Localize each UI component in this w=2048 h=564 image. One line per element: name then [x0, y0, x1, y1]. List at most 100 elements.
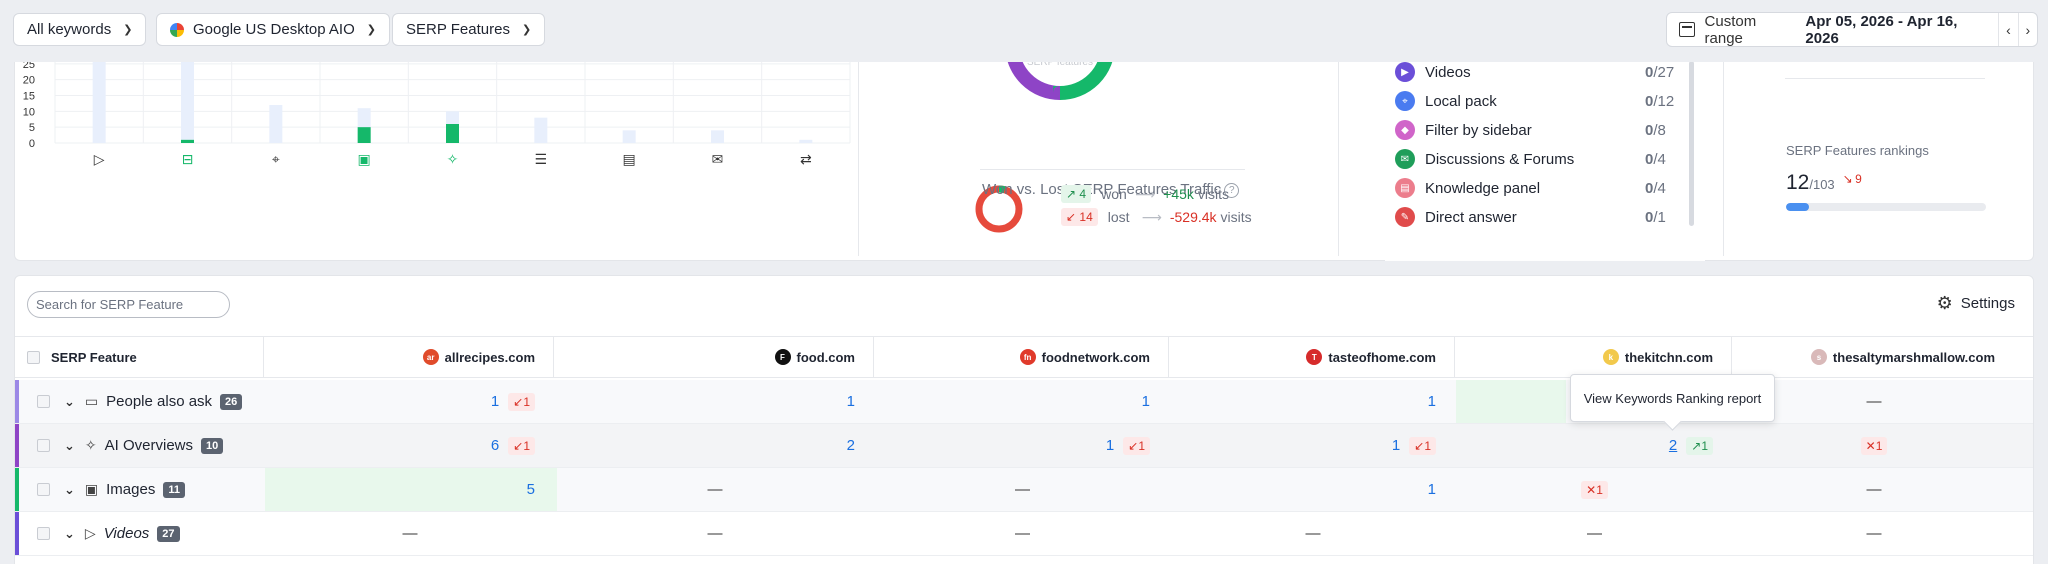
- keywords-filter-dropdown[interactable]: All keywords ❯: [13, 13, 147, 46]
- header-domain-thekitchn-com[interactable]: k thekitchn.com: [1456, 337, 1733, 377]
- domain-favicon-icon: T: [1306, 349, 1323, 365]
- feature-count-badge: 27: [157, 525, 180, 542]
- feature-icon: ▶: [1395, 62, 1415, 82]
- position-link[interactable]: 5: [526, 481, 535, 498]
- column-divider: [873, 337, 874, 377]
- divider: [1785, 78, 1985, 79]
- chevron-down-icon[interactable]: ⌄: [64, 393, 75, 409]
- prev-range-button[interactable]: ‹: [1998, 13, 2017, 46]
- search-engine-dropdown[interactable]: Google US Desktop AIO ❯: [156, 13, 390, 46]
- table-cell: —: [1170, 512, 1456, 555]
- empty-value-dash: —: [1015, 481, 1030, 498]
- position-link[interactable]: 1: [846, 393, 855, 410]
- bar-total-filter-by-sidebar: [534, 117, 548, 143]
- domain-favicon-icon: fn: [1019, 349, 1036, 365]
- bar-total-discussions-forums: [711, 130, 724, 143]
- position-change-value: 1: [1138, 438, 1145, 453]
- feature-list-item[interactable]: ✉ Discussions & Forums 0/4: [1395, 148, 1685, 170]
- bar-total-people-also-ask: [181, 60, 194, 143]
- header-domain-foodnetwork-com[interactable]: fn foodnetwork.com: [875, 337, 1170, 377]
- position-link[interactable]: 2: [1668, 437, 1678, 454]
- position-change-value: 1: [1596, 482, 1603, 497]
- x-axis-feature-icon: ⇄: [800, 152, 812, 168]
- table-cell: —: [1456, 512, 1733, 555]
- filter-bar: All keywords ❯ Google US Desktop AIO ❯ S…: [0, 0, 2048, 62]
- chevron-down-icon[interactable]: ⌄: [64, 525, 75, 541]
- row-checkbox[interactable]: [37, 395, 50, 408]
- position-link[interactable]: 1: [1105, 437, 1115, 454]
- header-domain-allrecipes-com[interactable]: ar allrecipes.com: [265, 337, 555, 377]
- chevron-down-icon: ❯: [366, 24, 376, 36]
- position-change-badge: ↙ 1: [508, 436, 535, 455]
- feature-list-item[interactable]: ✎ Direct answer 0/1: [1395, 206, 1685, 228]
- row-feature-name: ⌄ ▣ Images 11: [37, 468, 185, 511]
- keywords-filter-label: All keywords: [27, 21, 112, 38]
- x-axis-feature-icon: ▤: [623, 152, 636, 168]
- feature-name: Discussions & Forums: [1425, 150, 1575, 168]
- position-change-badge: ✕ 1: [1860, 436, 1888, 455]
- visits-label: visits: [1220, 209, 1252, 225]
- y-tick-label: 10: [23, 106, 35, 118]
- divider: [858, 61, 859, 256]
- header-serp-feature[interactable]: SERP Feature: [51, 349, 137, 365]
- row-feature-name: ⌄ ✧ AI Overviews 10: [37, 424, 224, 467]
- feature-list-item[interactable]: ⌖ Local pack 0/12: [1395, 90, 1685, 112]
- y-tick-label: 20: [23, 75, 35, 87]
- settings-button[interactable]: ⚙ Settings: [1937, 293, 2015, 314]
- column-divider: [553, 337, 554, 377]
- header-domain-thesaltymarshmallow-com[interactable]: s thesaltymarshmallow.com: [1733, 337, 2015, 377]
- column-divider: [1168, 337, 1169, 377]
- position-link[interactable]: 2: [846, 437, 855, 454]
- position-link[interactable]: 6: [490, 437, 500, 454]
- chevron-down-icon[interactable]: ⌄: [64, 481, 75, 497]
- header-select-all[interactable]: [27, 337, 40, 377]
- bar-total-videos: [92, 57, 106, 143]
- lost-count: 14: [1079, 210, 1093, 224]
- arrow-icon: ↙: [1414, 438, 1425, 453]
- position-link[interactable]: 1: [1427, 481, 1436, 498]
- feature-list-scrollbar[interactable]: [1689, 61, 1694, 226]
- position-link[interactable]: 1: [1141, 393, 1150, 410]
- google-icon: [170, 22, 184, 37]
- position-change-value: 1: [1701, 438, 1708, 453]
- x-axis-feature-icon: ✉: [712, 152, 724, 168]
- serp-features-table-panel: ⚙ Settings SERP Feature ar allrecipes.com…: [14, 275, 2034, 564]
- date-range-picker[interactable]: Custom range Apr 05, 2026 - Apr 16, 2026…: [1666, 12, 2038, 47]
- chevron-down-icon[interactable]: ⌄: [64, 437, 75, 453]
- search-serp-feature-input[interactable]: [27, 291, 230, 318]
- row-checkbox[interactable]: [37, 439, 50, 452]
- next-range-button[interactable]: ›: [2017, 13, 2037, 46]
- position-change-badge: ↙ 1: [1123, 436, 1150, 455]
- table-cell: —: [875, 468, 1170, 511]
- view-dropdown[interactable]: SERP Features ❯: [392, 13, 546, 46]
- feature-list-item[interactable]: ▶ Videos 0/27: [1395, 61, 1685, 83]
- date-range-value: Apr 05, 2026 - Apr 16, 2026: [1805, 12, 1958, 47]
- feature-owned: 0: [1645, 121, 1654, 139]
- y-tick-label: 15: [23, 91, 35, 103]
- row-checkbox[interactable]: [37, 527, 50, 540]
- empty-value-dash: —: [707, 481, 723, 498]
- date-range-label: Custom range: [1704, 12, 1757, 47]
- select-all-checkbox[interactable]: [27, 350, 40, 364]
- won-row: ↗ 4 won ⟶ +45k visits: [1061, 185, 1229, 203]
- feature-count-badge: 11: [163, 481, 185, 498]
- position-link[interactable]: 1: [1427, 393, 1436, 410]
- feature-list-item[interactable]: ◆ Filter by sidebar 0/8: [1395, 119, 1685, 141]
- table-cell: —: [555, 512, 875, 555]
- keywords-ranking-tooltip: View Keywords Ranking report: [1570, 374, 1775, 422]
- x-axis-feature-icon: ✧: [447, 152, 459, 168]
- position-change-badge: ↙ 1: [1409, 436, 1436, 455]
- position-link[interactable]: 1: [490, 393, 500, 410]
- row-checkbox[interactable]: [37, 483, 50, 496]
- row-feature-name: ⌄ ▷ Videos 27: [37, 512, 180, 555]
- won-lost-title: Won vs. Lost SERP Features Traffic?: [982, 181, 1240, 198]
- help-icon[interactable]: ?: [1224, 183, 1240, 198]
- won-count: 4: [1079, 187, 1087, 201]
- position-link[interactable]: 1: [1391, 437, 1401, 454]
- table-cell: ✕ 1: [1456, 468, 1733, 511]
- arrow-icon: ↙: [513, 394, 524, 409]
- feature-list-item[interactable]: ▤ Knowledge panel 0/4: [1395, 177, 1685, 199]
